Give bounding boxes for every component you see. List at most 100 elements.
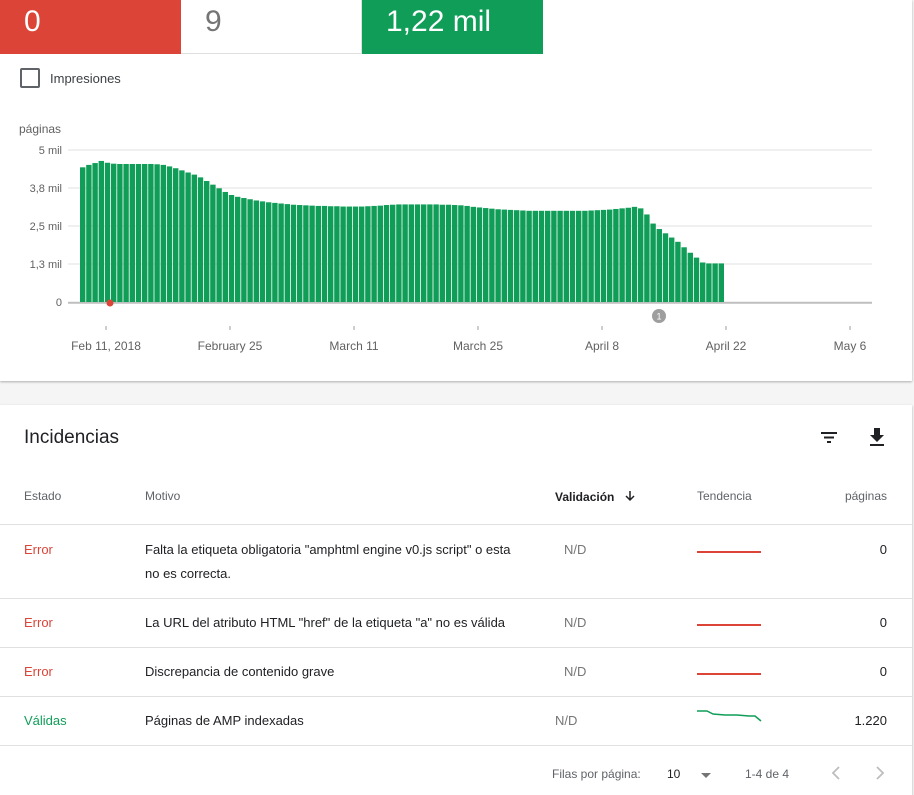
chart-bar xyxy=(247,199,253,302)
row-pages: 1.220 xyxy=(854,713,887,728)
row-reason: Falta la etiqueta obligatoria "amphtml e… xyxy=(145,542,511,581)
chart-bar xyxy=(359,206,365,302)
chart-bar xyxy=(576,210,582,302)
prev-page-icon[interactable] xyxy=(830,765,842,784)
error-count: 0 xyxy=(24,5,41,38)
chart-bar xyxy=(142,163,148,302)
valid-tile[interactable]: 1,22 mil xyxy=(362,0,543,54)
chart-bar xyxy=(334,206,340,302)
x-tick-label: April 8 xyxy=(585,339,619,353)
chart-bar xyxy=(501,209,507,302)
column-trend[interactable]: Tendencia xyxy=(697,489,752,503)
chart-bar xyxy=(303,205,309,302)
impressions-label: Impresiones xyxy=(50,70,121,86)
chart-bar xyxy=(197,177,204,302)
chart-bar xyxy=(284,204,290,302)
table-row[interactable]: Error Falta la etiqueta obligatoria "amp… xyxy=(0,526,912,599)
chart-bar xyxy=(179,170,185,302)
chart-bar xyxy=(439,204,445,302)
rows-per-page-select[interactable]: 10 xyxy=(667,767,711,781)
chart-bar xyxy=(315,205,321,302)
row-reason: La URL del atributo HTML "href" de la et… xyxy=(145,615,506,630)
annotation-label: 1 xyxy=(656,312,661,322)
chart-bar xyxy=(235,196,241,302)
row-validation: N/D xyxy=(555,713,578,728)
filter-icon[interactable] xyxy=(815,423,843,451)
chart-bar xyxy=(532,210,538,302)
chart-bar xyxy=(433,204,439,302)
chart-bar xyxy=(693,257,700,302)
row-pages: 0 xyxy=(879,615,887,630)
chart-bar xyxy=(340,206,346,302)
chart-bar xyxy=(321,205,328,302)
y-tick-label: 5 mil xyxy=(39,145,62,157)
chart-bar xyxy=(390,204,396,302)
row-status: Válidas xyxy=(24,713,67,728)
chart-bar xyxy=(377,205,383,302)
row-pages: 0 xyxy=(879,664,887,679)
chart-bar xyxy=(569,210,576,302)
chart-bar xyxy=(216,188,222,302)
table-row[interactable]: Error La URL del atributo HTML "href" de… xyxy=(0,599,912,648)
chart-bar xyxy=(154,164,160,302)
chart-bar xyxy=(191,174,197,302)
pagination-range: 1-4 de 4 xyxy=(745,767,790,781)
error-tile[interactable]: 0 xyxy=(0,0,181,54)
chart-bar xyxy=(117,163,123,302)
row-status: Error xyxy=(24,664,53,679)
chart-bar xyxy=(470,206,476,302)
y-tick-label: 1,3 mil xyxy=(30,259,62,271)
chart-bar xyxy=(259,201,266,302)
column-status[interactable]: Estado xyxy=(24,489,62,503)
chart-bar xyxy=(712,263,718,302)
chart-bar xyxy=(458,205,464,302)
annotation-badge xyxy=(652,309,666,323)
chart-bar xyxy=(92,163,98,302)
chart-bar xyxy=(210,184,216,302)
chart-bar xyxy=(365,206,371,302)
chart-bar xyxy=(98,160,104,302)
chart-bar xyxy=(638,208,644,302)
chart-bar xyxy=(408,204,414,302)
chart-bar xyxy=(495,209,501,302)
chart-bar xyxy=(489,208,495,302)
chart-bar xyxy=(297,205,303,302)
warning-tile[interactable]: 9 xyxy=(181,0,362,54)
impressions-toggle[interactable]: Impresiones xyxy=(20,68,121,88)
row-pages: 0 xyxy=(879,542,887,557)
chart-bar xyxy=(619,208,625,302)
x-tick-label: March 25 xyxy=(453,339,503,353)
chart-bar xyxy=(650,223,656,302)
chart-bar xyxy=(625,207,631,302)
chart-bar xyxy=(662,233,669,302)
column-reason[interactable]: Motivo xyxy=(145,489,181,503)
chart-bar xyxy=(687,252,693,302)
next-page-icon[interactable] xyxy=(874,765,886,784)
row-reason: Discrepancia de contenido grave xyxy=(145,664,335,679)
chart-bar xyxy=(241,198,247,302)
column-validation-label: Validación xyxy=(555,490,615,504)
download-icon[interactable] xyxy=(863,423,891,451)
chart-bar xyxy=(80,167,86,302)
chart-bar xyxy=(452,205,458,302)
chart-bar xyxy=(129,163,135,302)
chart-bar xyxy=(290,204,297,302)
chart-bar xyxy=(383,205,390,302)
column-pages[interactable]: páginas xyxy=(844,489,887,503)
table-header: Estado Motivo Validación Tendencia págin… xyxy=(0,483,912,525)
chart-bar xyxy=(551,210,557,302)
impressions-checkbox[interactable] xyxy=(20,68,40,88)
summary-card: 0 9 1,22 mil Impresiones páginas 5 mil 3,8… xyxy=(0,0,912,381)
chart-bar xyxy=(706,263,712,302)
chart-bar xyxy=(371,205,377,302)
chart-bar xyxy=(588,210,594,302)
table-row[interactable]: Error Discrepancia de contenido grave N/… xyxy=(0,648,912,697)
column-validation[interactable]: Validación xyxy=(555,489,635,504)
chart-bar xyxy=(266,202,272,302)
y-tick-label: 2,5 mil xyxy=(30,221,62,233)
table-row[interactable]: Válidas Páginas de AMP indexadas N/D 1.2… xyxy=(0,697,912,746)
chart-bar xyxy=(148,163,154,302)
chart-bar xyxy=(352,206,359,302)
row-validation: N/D xyxy=(564,542,587,557)
trend-sparkline xyxy=(697,624,761,626)
